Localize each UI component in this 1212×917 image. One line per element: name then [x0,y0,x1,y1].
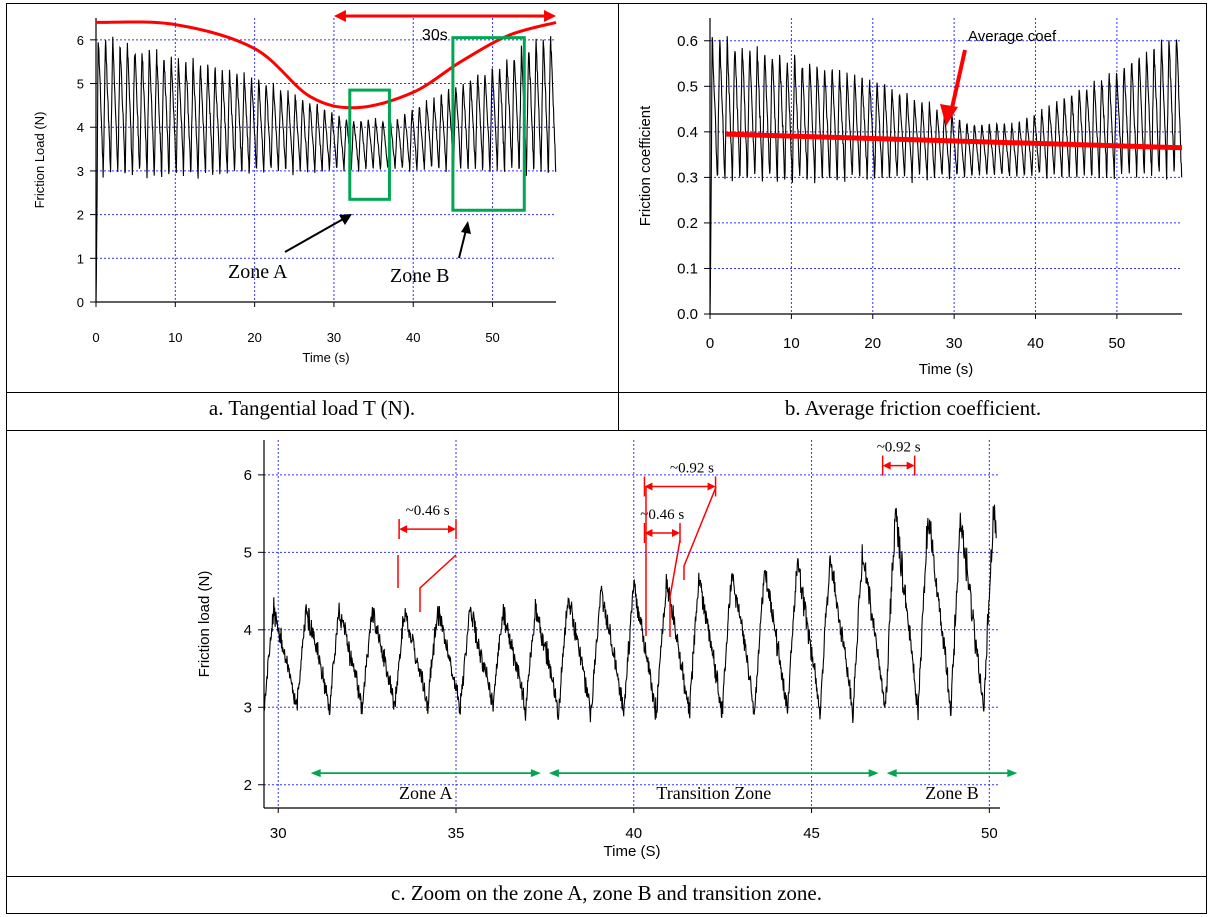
panel-c-marker-label: ~0.92 s [670,460,714,476]
panel-a-zone-box-b [451,36,526,212]
panel-b-tick-label-y: 0.2 [677,215,698,232]
panel-c-zone-arrowhead-right [1007,769,1018,778]
panel-c-tick-label-x: 50 [981,825,998,842]
panel-c-marker-leader [683,486,717,580]
caption-b: b. Average friction coefficient. [784,396,1042,420]
panel-c-zone-label: Zone B [925,783,979,803]
divider-top-caption [6,392,1207,393]
panel-c-tick-label-y: 4 [244,622,252,639]
panel-b-tick-label-y: 0.6 [677,33,698,50]
panel-b-average-coef-arrow-line [950,49,967,109]
panel-b-average-coef-arrowhead [940,104,958,126]
panel-a-x-axis-label: Time (s) [302,350,349,365]
figure-frame [6,3,1207,914]
panel-b-x-axis-label: Time (s) [919,361,973,378]
panel-c-zone-arrowhead-right [868,769,879,778]
panel-a-30s-label: 30s [422,27,448,44]
panel-c-tick-label-x: 35 [448,825,465,842]
panel-c-tick-label-x: 30 [270,825,287,842]
panel-a-tick-label-y: 0 [77,295,84,310]
panel-c-zone-arrowhead-left [886,769,897,778]
panel-c-marker-head-left [399,525,408,534]
panel-c-marker-leader [669,539,681,637]
panel-b-tick-label-x: 20 [864,335,881,352]
panel-a-tick-label-x: 40 [406,330,420,345]
panel-c-tick-label-x: 40 [625,825,642,842]
panel-b-signal-line [709,36,1183,315]
panel-a-envelope-curve [95,20,557,110]
panel-a-zone-box-a [348,88,391,201]
panel-a-tick-label-y: 5 [77,77,84,92]
panel-a-zone-b-arrowhead [461,221,471,234]
panel-c-zone-label: Transition Zone [656,783,771,803]
panel-a-30s-arrowhead-right [544,10,556,22]
panel-a-tick-label-x: 30 [327,330,341,345]
panel-c-tick-label-y: 2 [244,777,252,794]
panel-a-tick-label-x: 0 [92,330,99,345]
divider-column [618,3,619,430]
panel-b-average-coef-label: Average coef [968,28,1057,45]
panel-c-tick-label-y: 3 [244,699,252,716]
panel-c-marker-head-right [707,482,716,491]
caption-a: a. Tangential load T (N). [208,396,416,420]
panel-c-marker-head-right [448,525,456,534]
panel-b-tick-label-y: 0.1 [677,260,698,277]
panel-c-zone-arrowhead-right [530,769,541,778]
panel-a-tick-label-y: 6 [77,33,84,48]
panel-a-tick-label-x: 20 [247,330,261,345]
panel-b-average-line [726,131,1183,151]
panel-a-tick-label-y: 2 [77,208,84,223]
panel-c-tick-label-y: 5 [244,544,252,561]
panel-a-zone-a-arrow-line [284,217,346,253]
panel-a-y-axis-label: Friction Load (N) [32,112,47,209]
panel-a-tick-label-y: 4 [77,120,84,135]
panel-c-x-axis-label: Time (S) [604,843,661,860]
panel-b-tick-label-y: 0.3 [677,169,698,186]
panel-c-y-axis-label: Friction load (N) [196,571,213,678]
panel-c-tick-label-y: 6 [244,467,252,484]
panel-b-tick-label-x: 10 [783,335,800,352]
panel-a-tick-label-y: 3 [77,164,84,179]
panel-c-zone-arrowhead-left [548,769,559,778]
panel-a-zone-b-arrow-line [458,229,467,259]
divider-bottom-caption [6,876,1207,877]
panel-c-zone-label: Zone A [399,783,453,803]
panel-b-y-axis-label: Friction coefficient [637,105,654,226]
panel-c-marker-leader [419,554,457,612]
caption-c: c. Zoom on the zone A, zone B and transi… [391,881,822,905]
panel-b-tick-label-x: 40 [1027,335,1044,352]
panel-c-marker-head-right [906,461,915,470]
panel-c-marker-label: ~0.46 s [406,503,450,519]
panel-a-zone-a-arrowhead [339,214,352,225]
panel-c-marker-label: ~0.92 s [877,440,921,456]
panel-c-marker-head-left [882,461,891,470]
panel-a-tick-label-y: 1 [77,251,84,266]
panel-c-tick-label-x: 45 [803,825,820,842]
panel-a-signal-line [95,36,557,303]
panel-a-tick-label-x: 50 [485,330,499,345]
panel-a-30s-arrowhead-left [333,10,346,22]
panel-c-signal-line [263,504,997,724]
panel-b-tick-label-x: 30 [946,335,963,352]
panel-b-tick-label-x: 0 [706,335,714,352]
panel-c-marker-head-right [672,528,680,537]
divider-top-row [6,430,1207,431]
panel-b-tick-label-x: 50 [1109,335,1126,352]
panel-b-tick-label-y: 0.4 [677,124,698,141]
panel-c-zone-arrowhead-left [310,769,321,778]
panel-b-tick-label-y: 0.5 [677,78,698,95]
panel-c-marker-label: ~0.46 s [640,507,684,523]
panel-a-zone-b-label: Zone B [390,265,449,287]
panel-a-tick-label-x: 10 [168,330,182,345]
panel-b-tick-label-y: 0.0 [677,306,698,323]
panel-c-marker-head-left [644,482,653,491]
panel-a-zone-a-label: Zone A [228,261,288,283]
panel-c-marker-head-left [644,528,653,537]
